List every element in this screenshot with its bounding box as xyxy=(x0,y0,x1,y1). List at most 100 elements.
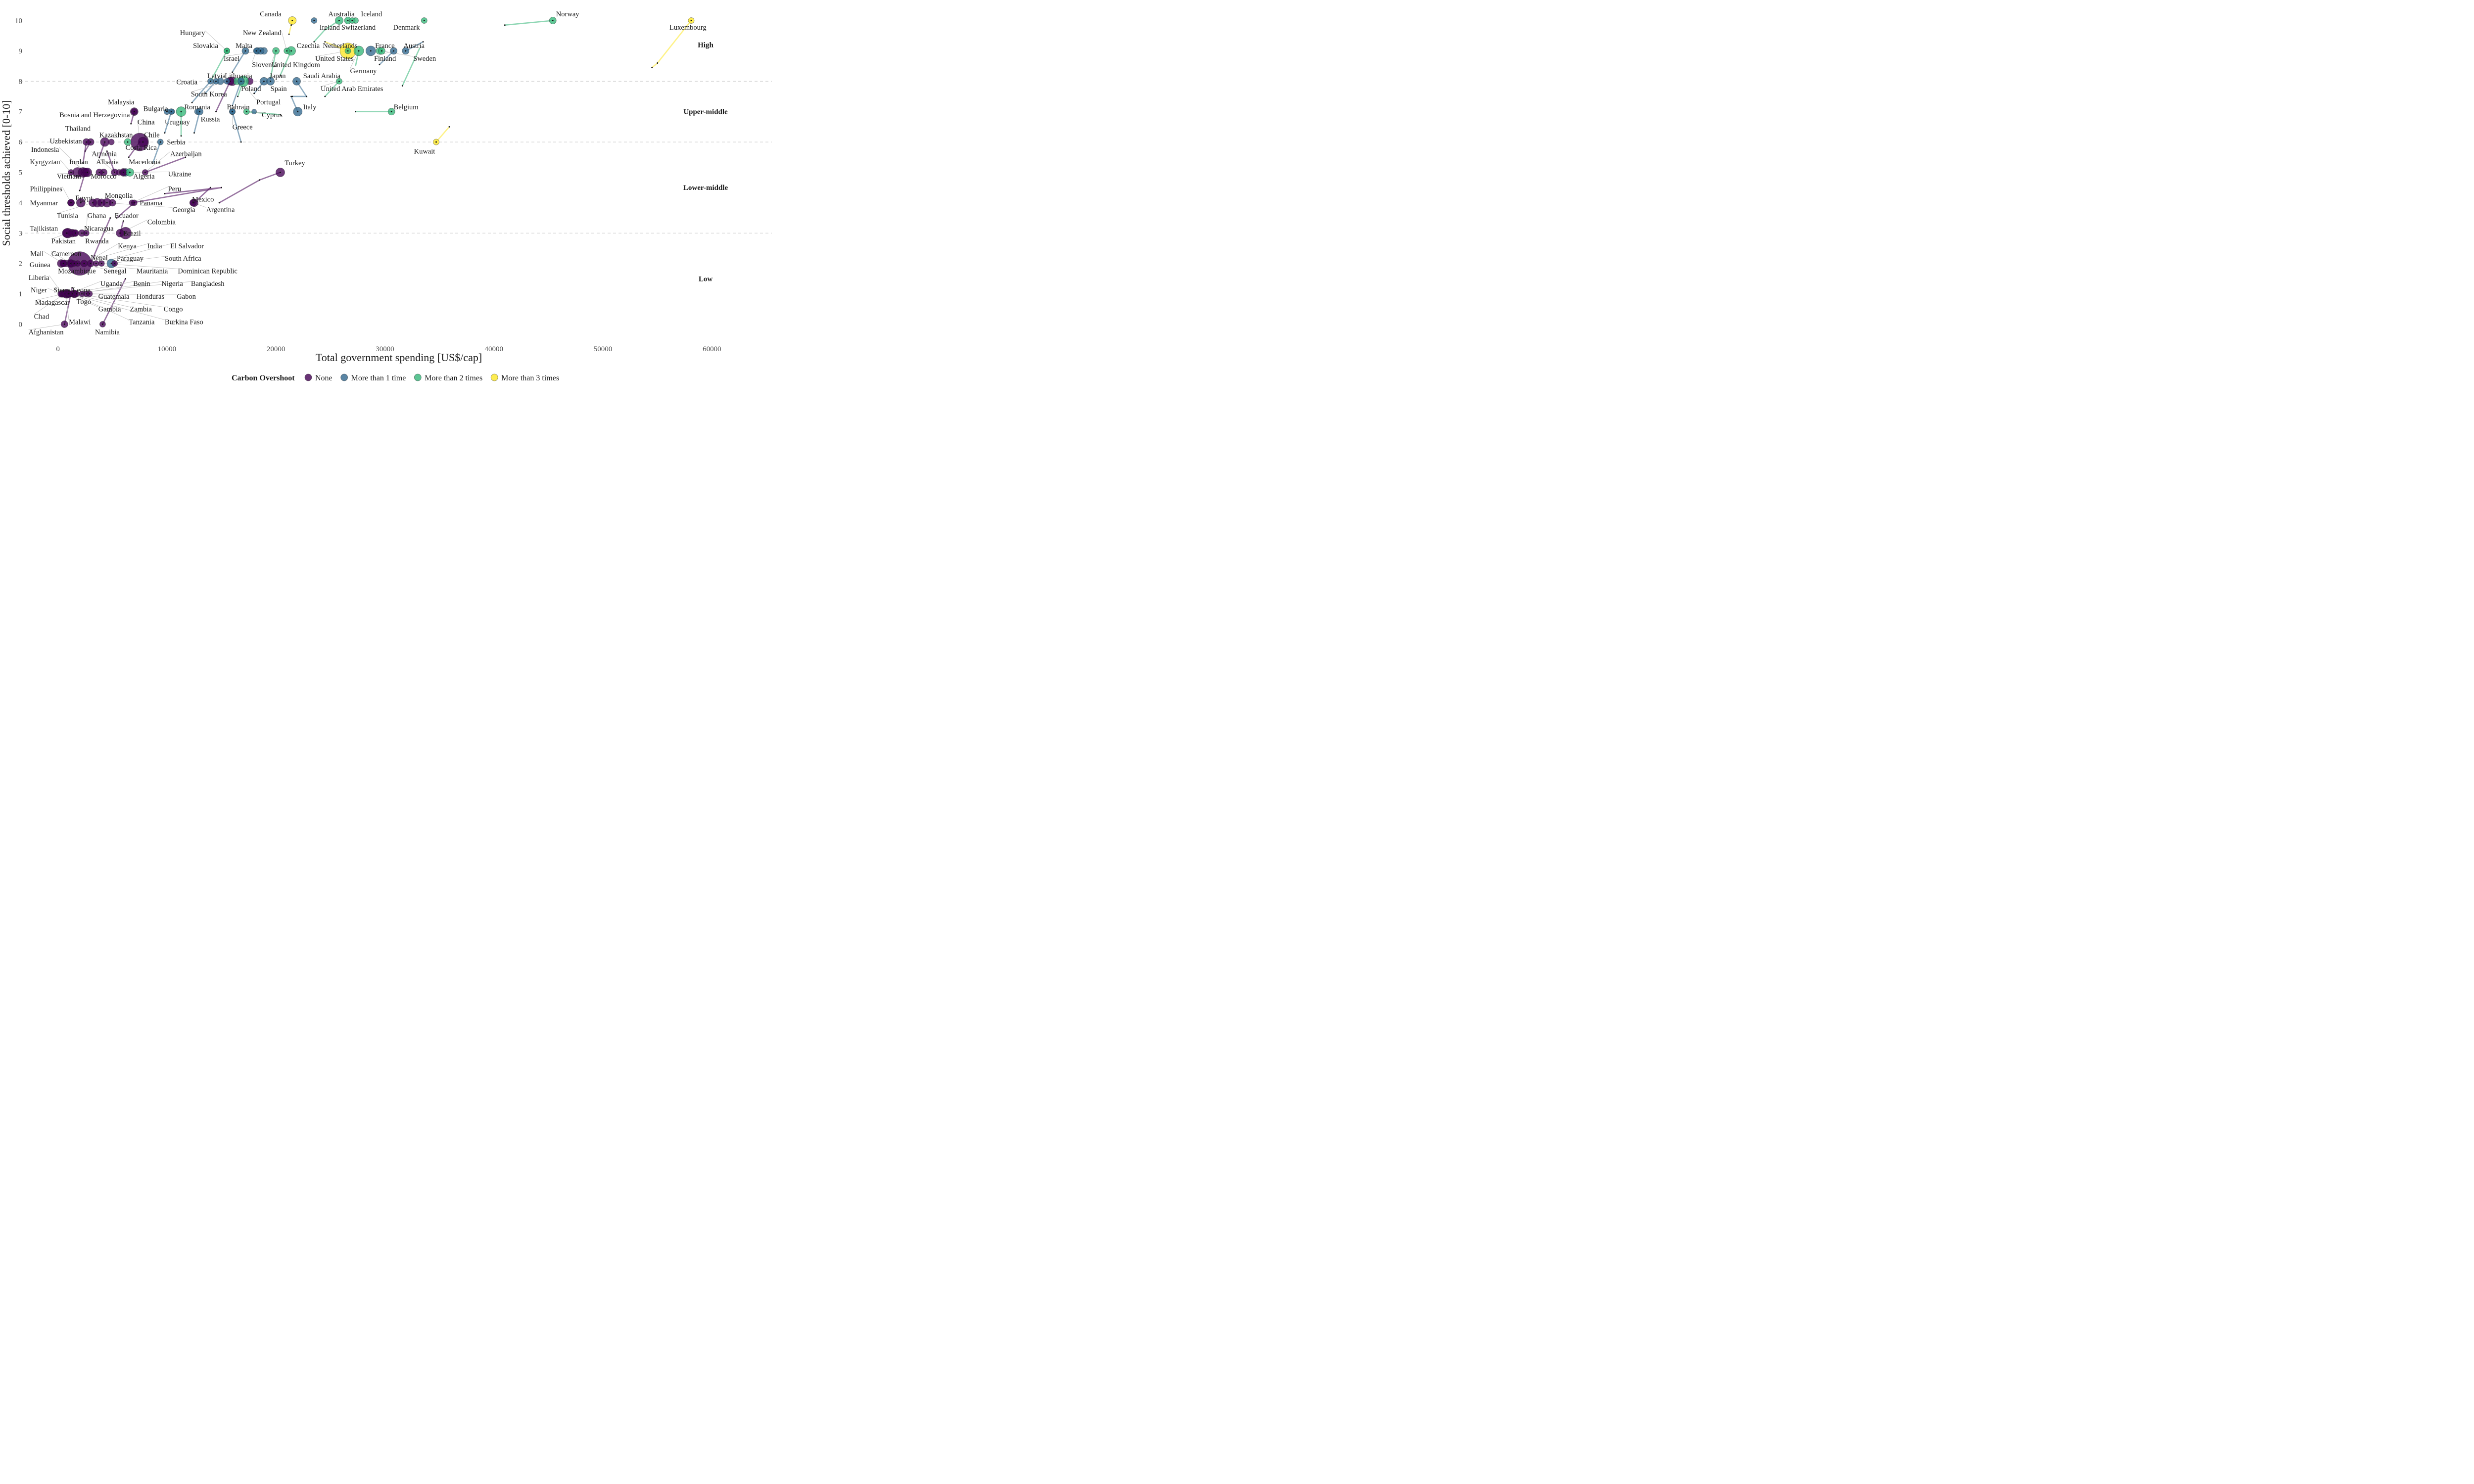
trajectory-dot xyxy=(280,114,281,116)
label-niger: Niger xyxy=(31,286,47,294)
point-center-panama xyxy=(133,202,135,204)
point-center-norway xyxy=(552,20,554,21)
trajectory-dot xyxy=(290,95,292,97)
label-malta: Malta xyxy=(236,42,252,50)
label-mongolia: Mongolia xyxy=(105,192,133,200)
label-bulgaria: Bulgaria xyxy=(143,105,168,113)
point-center-japan xyxy=(263,80,265,82)
leader-ghana xyxy=(86,213,88,233)
point-center-burkina-faso xyxy=(68,293,70,295)
label-hungary: Hungary xyxy=(180,29,205,37)
y-tick-label: 2 xyxy=(19,260,23,268)
trajectory-dot xyxy=(180,135,182,137)
label-azerbaijan: Azerbaijan xyxy=(170,150,202,158)
point-center-algeria xyxy=(129,172,131,173)
label-myanmar: Myanmar xyxy=(30,199,58,207)
point-center-new-zealand xyxy=(286,50,288,52)
label-nicaragua: Nicaragua xyxy=(84,225,114,232)
label-united-arab-emirates: United Arab Emirates xyxy=(321,85,383,93)
point-center-tajikistan xyxy=(66,232,68,234)
label-albania: Albania xyxy=(96,158,119,166)
label-uzbekistan: Uzbekistan xyxy=(49,138,82,145)
label-tajikistan: Tajikistan xyxy=(30,225,58,232)
trajectory-dot xyxy=(221,186,222,188)
x-tick-label: 0 xyxy=(56,345,60,353)
y-tick-label: 3 xyxy=(19,230,23,237)
trajectory-kuwait xyxy=(435,126,450,142)
label-pakistan: Pakistan xyxy=(51,237,76,245)
trajectory-dot xyxy=(657,62,659,64)
income-band-labels: High Upper-middle Lower-middle Low xyxy=(683,42,728,283)
legend-swatch-more-than-3-times xyxy=(490,373,498,381)
point-center-south-korea xyxy=(226,80,228,82)
label-argentina: Argentina xyxy=(206,206,235,214)
trajectory-slovakia xyxy=(210,50,228,82)
point-center-mongolia xyxy=(100,202,102,204)
point-center-italy xyxy=(297,111,299,113)
trajectory-bulgaria xyxy=(164,111,172,134)
leader-chad xyxy=(34,293,65,315)
trajectory-dot xyxy=(379,64,381,65)
label-togo: Togo xyxy=(77,298,92,306)
trajectory-dot xyxy=(651,67,653,69)
label-kuwait: Kuwait xyxy=(414,147,435,155)
point-center-turkey xyxy=(280,172,281,173)
label-burkina-faso: Burkina Faso xyxy=(165,319,203,326)
point-center-kenya xyxy=(83,263,85,265)
trajectory-greece xyxy=(232,111,242,142)
point-center-ecuador xyxy=(111,202,113,204)
data-point xyxy=(251,109,257,115)
point-center-jordan xyxy=(87,172,88,173)
trajectory-dot xyxy=(237,95,238,97)
label-bangladesh: Bangladesh xyxy=(191,280,225,288)
label-rwanda: Rwanda xyxy=(85,237,109,245)
leader-azerbaijan xyxy=(145,151,171,173)
label-malawi: Malawi xyxy=(69,319,91,326)
trajectory-dot xyxy=(210,186,211,188)
point-center-argentina xyxy=(192,202,194,204)
label-nigeria: Nigeria xyxy=(161,280,183,288)
y-tick-label: 6 xyxy=(19,139,23,146)
trajectory-dot xyxy=(152,162,154,164)
leader-peru xyxy=(132,186,168,203)
label-cyprus: Cyprus xyxy=(262,111,283,119)
point-center-costa-rica xyxy=(127,141,129,143)
point-center-cyprus xyxy=(245,111,247,113)
point-center-dominican-republic xyxy=(100,263,102,265)
label-france: France xyxy=(375,42,394,50)
trajectory-dot xyxy=(106,150,108,152)
label-switzerland: Switzerland xyxy=(341,24,376,32)
label-algeria: Algeria xyxy=(133,173,155,181)
label-turkey: Turkey xyxy=(285,159,305,167)
trajectory-dot xyxy=(204,93,206,94)
point-center-iceland xyxy=(351,20,353,21)
legend-label-more-than-1-time: More than 1 time xyxy=(351,374,406,382)
trajectory-dot xyxy=(109,217,111,219)
trajectory-denmark xyxy=(402,47,421,87)
label-madagascar: Madagascar xyxy=(35,299,70,307)
trajectory-nepal xyxy=(90,218,111,264)
label-sweden: Sweden xyxy=(413,55,436,63)
label-brazil: Brazil xyxy=(123,230,141,237)
point-center-luxembourg xyxy=(690,20,692,21)
label-uganda: Uganda xyxy=(100,280,123,288)
label-netherlands: Netherlands xyxy=(323,42,357,50)
point-center-honduras xyxy=(81,293,83,295)
point-center-finland xyxy=(393,50,394,52)
label-senegal: Senegal xyxy=(104,267,127,275)
point-center-mozambique xyxy=(62,263,64,265)
label-slovakia: Slovakia xyxy=(193,42,218,50)
label-romania: Romania xyxy=(185,103,211,111)
point-center-united-arab-emirates xyxy=(338,80,340,82)
label-czechia: Czechia xyxy=(297,42,320,50)
trajectory-dot xyxy=(290,24,292,26)
label-dominican-republic: Dominican Republic xyxy=(178,267,237,275)
point-center-gabon xyxy=(85,293,87,295)
trajectory-serbia xyxy=(152,141,161,164)
label-morocco: Morocco xyxy=(91,173,116,181)
x-tick-label: 60000 xyxy=(703,345,721,353)
label-italy: Italy xyxy=(303,103,317,111)
trajectory-dot xyxy=(122,220,124,222)
point-center-nicaragua xyxy=(81,232,83,234)
leader-tanzania xyxy=(72,293,129,320)
